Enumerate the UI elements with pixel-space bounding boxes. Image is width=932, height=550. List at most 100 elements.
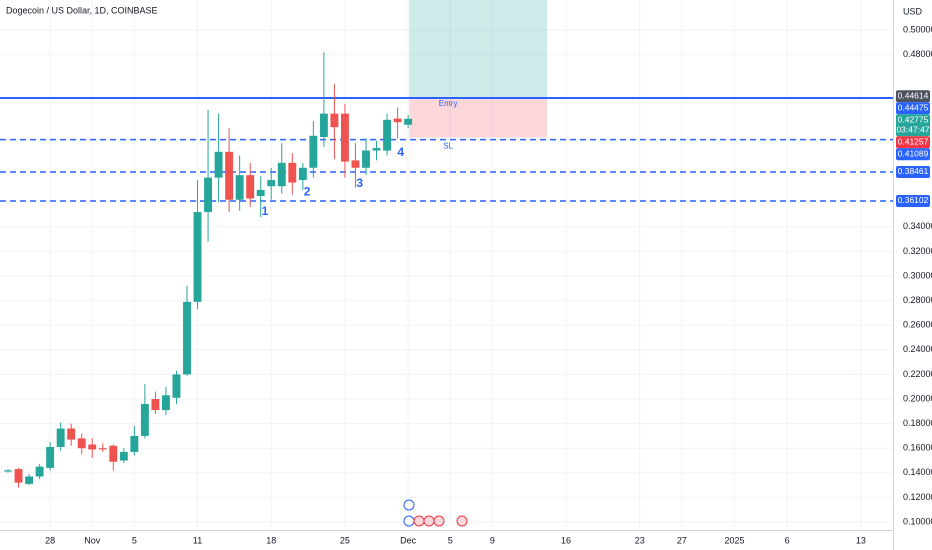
candle-body [161, 395, 170, 411]
candle-body [330, 113, 339, 128]
candle-body [267, 180, 276, 187]
candle-body [183, 301, 191, 375]
stop-zone [409, 97, 548, 138]
x-tick-label: 11 [193, 535, 202, 545]
candle-body [193, 212, 202, 302]
candle-body [119, 451, 128, 461]
candle-body [246, 175, 255, 199]
price-badge [896, 90, 930, 103]
candle-body [309, 135, 318, 168]
candle-body [383, 119, 392, 151]
price-badge-label: 0.42775 [898, 115, 929, 125]
wave-label: 1 [262, 204, 269, 218]
candle-body [88, 444, 97, 450]
candle-body [277, 162, 286, 187]
candle-body [151, 399, 160, 411]
candle-body [404, 118, 413, 125]
event-icon[interactable] [456, 515, 468, 527]
event-icon[interactable] [413, 515, 425, 527]
entry-label: Entry [439, 99, 458, 108]
candle-body [56, 428, 65, 447]
x-tick-label: 9 [490, 535, 495, 545]
y-tick-label: 0.50000 [903, 24, 932, 34]
wave-label: 3 [356, 176, 363, 190]
event-icon[interactable] [433, 515, 445, 527]
price-badge-label: 0.36102 [898, 195, 929, 205]
candle-body [46, 446, 55, 468]
price-badge-label: 0.41089 [898, 149, 929, 159]
candle-body [340, 113, 349, 162]
price-badge-label: 0.41257 [898, 137, 929, 147]
event-icons [403, 499, 468, 527]
price-badge-label: 0.38461 [898, 166, 929, 176]
stop-label: SL [443, 142, 453, 151]
x-tick-label: 5 [132, 535, 137, 545]
plot: Entry SL 1 2 3 4 [0, 0, 893, 488]
candle-body [14, 469, 23, 483]
candle-body [77, 438, 86, 449]
candle-body [319, 113, 328, 138]
x-tick-label: 2025 [725, 535, 745, 545]
countdown-label: 03:47:47 [896, 125, 929, 135]
candle-body [393, 118, 402, 123]
candle-body [372, 148, 381, 151]
x-tick-label: 25 [340, 535, 350, 545]
x-tick-label: 27 [677, 535, 687, 545]
wave-label: 2 [304, 185, 311, 199]
candle-body [288, 162, 297, 183]
price-badge-label: 0.44475 [898, 103, 929, 113]
candle-body [256, 189, 265, 197]
price-badge [896, 148, 930, 161]
x-tick-label: 23 [635, 535, 645, 545]
currency-label: USD [903, 6, 923, 16]
price-badge [896, 165, 930, 178]
target-zone [409, 0, 548, 98]
candle-body [109, 445, 118, 462]
candle-body [214, 151, 223, 178]
candle-body [362, 150, 370, 168]
event-icon[interactable] [403, 499, 415, 511]
candle-body [140, 403, 149, 436]
price-badge-label: 0.44614 [898, 91, 929, 101]
candle-body [225, 151, 234, 200]
x-tick-label: Dec [400, 535, 417, 545]
x-tick-label: 16 [561, 535, 571, 545]
candle-body [35, 466, 44, 477]
x-tick-label: 6 [785, 535, 790, 545]
x-tick-label: 5 [448, 535, 453, 545]
candle-body [4, 470, 12, 472]
candle-body [98, 448, 107, 450]
candle-body [130, 435, 139, 452]
candle-body [204, 177, 213, 213]
price-badge [896, 114, 930, 137]
x-tick-label: 18 [266, 535, 276, 545]
price-badge [896, 102, 930, 115]
candle-body [235, 175, 244, 200]
chart-title: Dogecoin / US Dollar, 1D, COINBASE [6, 5, 158, 15]
price-badge [896, 136, 930, 149]
candle-body [298, 167, 307, 181]
x-tick-label: Nov [84, 535, 101, 545]
candle-body [351, 160, 360, 168]
event-icon[interactable] [403, 515, 415, 527]
event-icon[interactable] [423, 515, 435, 527]
price-badge [896, 194, 930, 207]
